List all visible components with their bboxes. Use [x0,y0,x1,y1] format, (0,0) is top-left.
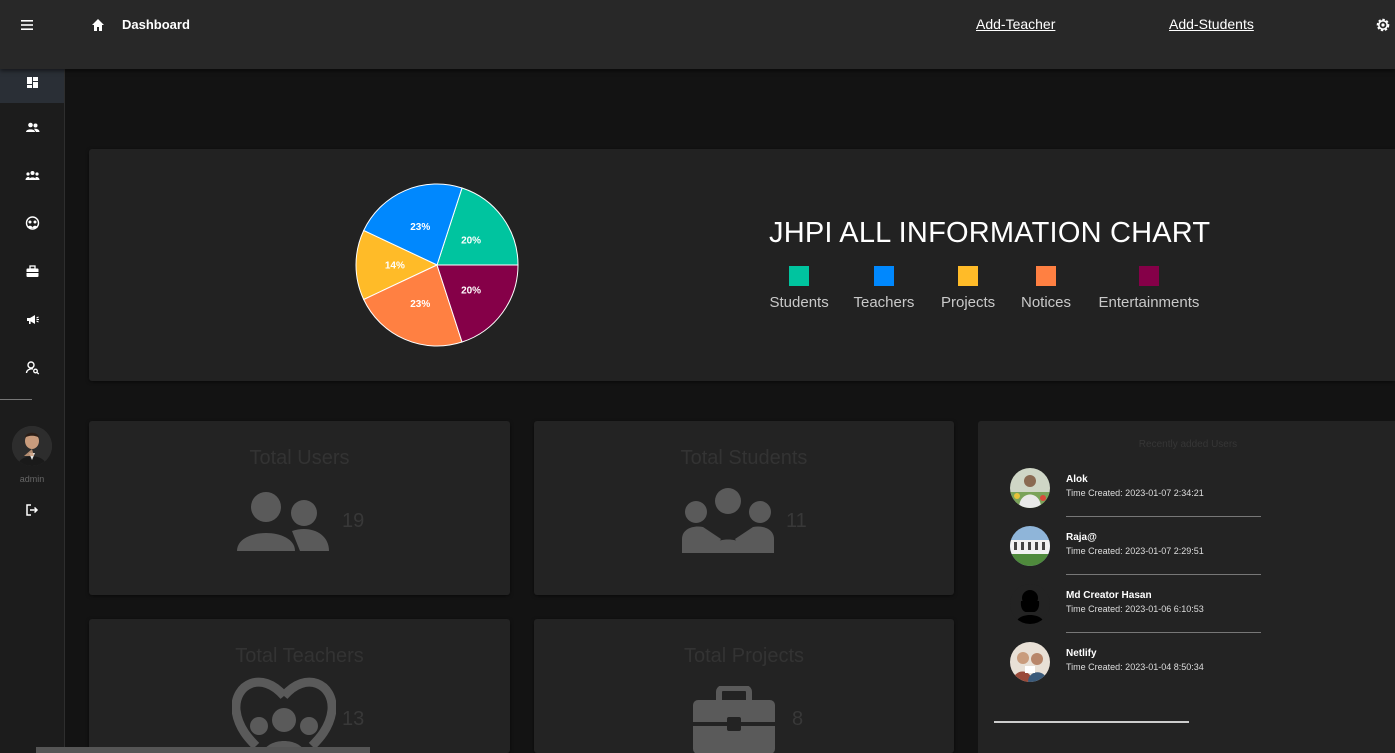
pie-label-entertainments: 20% [461,285,481,296]
information-chart-card: 20% 23% 14% 23% 20% JHPI ALL INFORMATION CHA… [89,149,1395,381]
legend-item-notices: Notices [1021,266,1071,311]
sidebar: admin [0,61,65,753]
sidebar-item-notices[interactable] [0,302,64,336]
sidebar-item-teachers[interactable] [0,206,64,240]
user-time-created: Time Created: 2023-01-04 8:50:34 [1066,662,1204,672]
chart-title: JHPI ALL INFORMATION CHART [769,217,1211,249]
total-projects-card[interactable]: Total Projects 8 [534,619,954,753]
total-teachers-count: 13 [342,708,365,730]
total-students-title: Total Students [680,447,808,469]
user-search-icon [25,360,39,374]
user-avatar [1010,526,1050,566]
total-projects-count: 8 [792,708,804,730]
total-students-count: 11 [786,510,807,532]
recent-users-heading: Recently added Users [1138,439,1238,450]
sidebar-item-users[interactable] [0,110,64,144]
total-users-title: Total Users [249,447,350,469]
sidebar-item-projects[interactable] [0,254,64,288]
legend-item-projects: Projects [941,266,995,311]
pie-slice-teachers[interactable] [363,183,463,266]
pie-label-notices: 23% [410,299,430,310]
group-icon [25,170,39,180]
home-icon[interactable] [90,17,106,33]
user-name: Md Creator Hasan [1066,590,1152,601]
user-name: Raja@ [1066,532,1097,543]
list-item[interactable]: Netlify Time Created: 2023-01-04 8:50:34 [1010,642,1270,700]
total-projects-title: Total Projects [683,645,805,667]
legend-item-entertainments: Entertainments [1098,266,1200,311]
admin-label: admin [19,474,45,484]
sidebar-item-students[interactable] [0,158,64,192]
pie-chart: 20% 23% 14% 23% 20% [355,183,519,347]
user-avatar [1010,584,1050,624]
legend-swatch [789,266,810,286]
user-name: Alok [1066,474,1088,485]
teachers-icon [25,215,39,230]
user-avatar [1010,642,1050,682]
total-users-card[interactable]: Total Users 19 [89,421,510,595]
avatar-photo-icon [1010,526,1050,566]
legend-label: Students [769,294,829,311]
legend-label: Entertainments [1098,294,1200,311]
legend-swatch [1138,266,1159,286]
total-teachers-title: Total Teachers [235,645,364,667]
divider [994,721,1189,723]
horizontal-scrollbar[interactable] [36,747,370,753]
user-time-created: Time Created: 2023-01-06 6:10:53 [1066,604,1204,614]
pie-slice-notices[interactable] [363,264,463,347]
avatar-photo-icon [1010,642,1050,682]
legend-swatch [958,266,979,286]
group-icon [682,488,774,553]
pie-slice-entertainments[interactable] [436,264,519,343]
legend-label: Teachers [853,294,915,311]
pie-slice-students[interactable] [436,187,519,266]
user-time-created: Time Created: 2023-01-07 2:34:21 [1066,488,1204,498]
settings-gear-icon[interactable] [1375,17,1391,33]
top-bar: Dashboard Add-Teacher Add-Students [0,0,1395,69]
megaphone-icon [26,314,39,324]
user-name: Netlify [1066,648,1097,659]
users-icon [237,492,329,551]
add-teacher-link[interactable]: Add-Teacher [976,16,1056,32]
divider [1066,632,1261,633]
logout-icon[interactable] [24,502,40,518]
legend-label: Projects [941,294,996,311]
briefcase-icon [26,264,38,277]
divider [1066,516,1261,517]
menu-icon[interactable] [18,17,36,33]
list-item[interactable]: Md Creator Hasan Time Created: 2023-01-0… [1010,584,1270,642]
sidebar-divider [0,399,32,400]
avatar-photo-icon [1010,468,1050,508]
legend-swatch [873,266,894,286]
recent-users-card: Recently added Users Alok Time Created: … [978,421,1395,753]
total-teachers-card[interactable]: Total Teachers 13 [89,619,510,753]
users-icon [25,122,39,132]
user-time-created: Time Created: 2023-01-07 2:29:51 [1066,546,1204,556]
sidebar-item-user-search[interactable] [0,350,64,384]
pie-label-teachers: 23% [410,222,430,233]
legend-label: Notices [1021,294,1072,311]
avatar-silhouette-icon [1016,590,1044,624]
pie-label-projects: 14% [385,261,405,272]
legend-swatch [1036,266,1057,286]
dashboard-icon [26,76,38,88]
pie-slice-projects[interactable] [355,229,439,301]
add-students-link[interactable]: Add-Students [1169,16,1254,32]
user-avatar [1010,468,1050,508]
briefcase-icon [693,686,775,753]
total-users-count: 19 [342,510,365,532]
divider [1066,574,1261,575]
avatar-image-icon [12,426,52,466]
legend-item-teachers: Teachers [853,266,915,311]
list-item[interactable]: Alok Time Created: 2023-01-07 2:34:21 [1010,468,1270,526]
teachers-icon [232,677,336,753]
total-students-card[interactable]: Total Students 11 [534,421,954,595]
list-item[interactable]: Raja@ Time Created: 2023-01-07 2:29:51 [1010,526,1270,584]
legend-item-students: Students [770,266,829,311]
page-title: Dashboard [122,17,190,32]
pie-label-students: 20% [461,236,481,247]
admin-avatar[interactable] [12,426,52,466]
